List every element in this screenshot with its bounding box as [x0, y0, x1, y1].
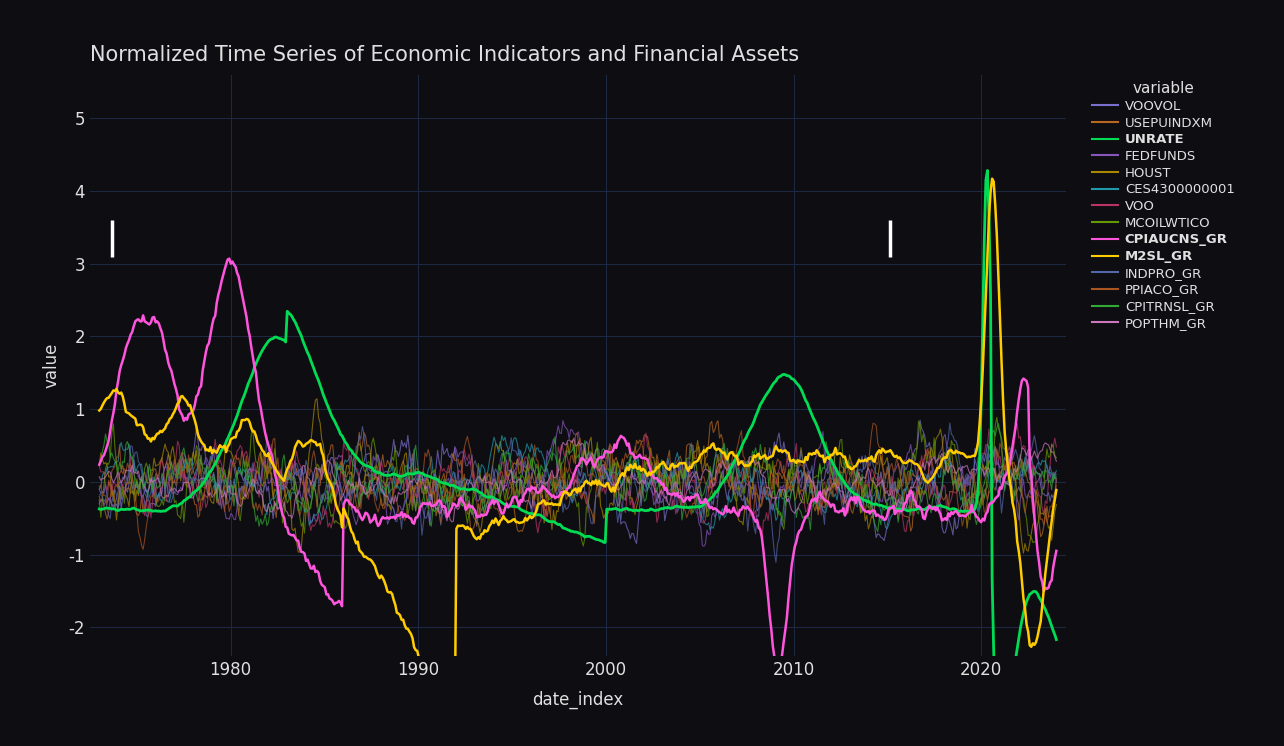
Legend: VOOVOL, USEPUINDXM, UNRATE, FEDFUNDS, HOUST, CES4300000001, VOO, MCOILWTICO, CPI: VOOVOL, USEPUINDXM, UNRATE, FEDFUNDS, HO…	[1091, 81, 1235, 330]
X-axis label: date_index: date_index	[532, 691, 624, 709]
Y-axis label: value: value	[42, 343, 60, 388]
Text: Normalized Time Series of Economic Indicators and Financial Assets: Normalized Time Series of Economic Indic…	[90, 45, 799, 65]
